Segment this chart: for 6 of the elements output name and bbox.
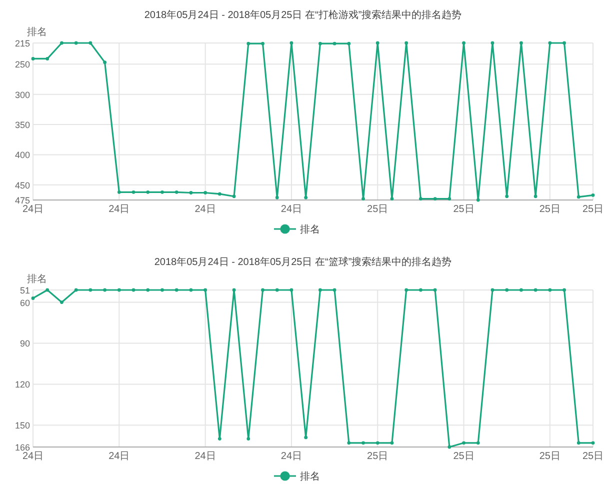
legend: 排名	[300, 472, 320, 482]
legend: 排名	[300, 224, 320, 236]
ylabel: 排名	[27, 274, 47, 285]
title: 2018年05月24日 - 2018年05月25日 在“打枪游戏”搜索结果中的排名趋势	[144, 10, 462, 21]
title: 2018年05月24日 - 2018年05月25日 在“篮球”搜索结果中的排名趋势	[154, 257, 452, 268]
ylabel: 排名	[27, 27, 47, 38]
